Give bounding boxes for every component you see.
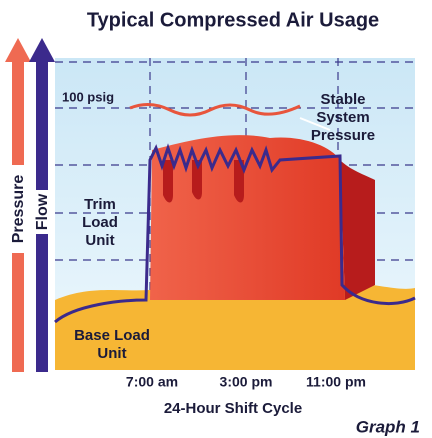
pressure-label: Pressure [10, 175, 27, 244]
title: Typical Compressed Air Usage [87, 9, 379, 31]
graph-label: Graph 1 [356, 417, 420, 436]
trim-label: Trim [84, 196, 116, 213]
diagram: Typical Compressed Air Usage Pressure Fl… [0, 0, 432, 438]
trim-label: Load [82, 214, 118, 231]
stable-label: Stable [320, 91, 365, 108]
base-label: Unit [97, 345, 126, 362]
trim-label: Unit [85, 232, 114, 249]
x-tick-label: 3:00 pm [220, 374, 273, 390]
trim-shadow [340, 160, 375, 300]
x-tick-label: 11:00 pm [306, 374, 366, 390]
base-label: Base Load [74, 327, 150, 344]
x-axis-label: 24-Hour Shift Cycle [164, 400, 302, 417]
x-tick-label: 7:00 am [126, 374, 178, 390]
flow-label: Flow [34, 193, 51, 230]
stable-label: System [316, 109, 369, 126]
stable-label: Pressure [311, 127, 375, 144]
psig-label: 100 psig [62, 89, 114, 104]
